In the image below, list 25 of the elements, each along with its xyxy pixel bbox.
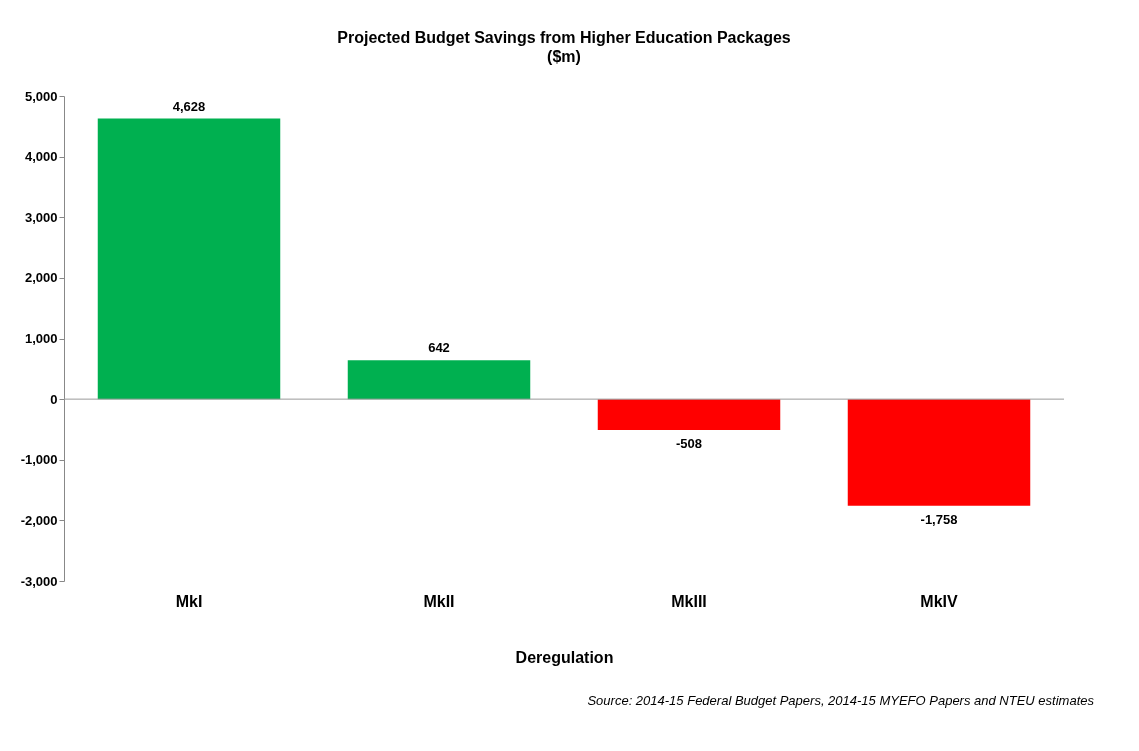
chart-subtitle: ($m) bbox=[547, 48, 581, 65]
bar bbox=[597, 399, 781, 430]
data-label: -1,758 bbox=[920, 511, 958, 527]
y-tick-label: 3,000 bbox=[24, 209, 58, 225]
y-tick-label: 1,000 bbox=[24, 331, 58, 346]
x-tick-label: MkIII bbox=[671, 592, 707, 610]
y-tick-label: -1,000 bbox=[20, 452, 58, 468]
x-tick-label: MkII bbox=[423, 592, 455, 610]
x-tick-label: MkIV bbox=[920, 592, 958, 610]
bar bbox=[847, 399, 1031, 506]
bar bbox=[97, 118, 281, 400]
source-note: Source: 2014-15 Federal Budget Papers, 2014-15 MYEFO Papers and NTEU estimates bbox=[587, 693, 1095, 708]
y-tick-label: 4,000 bbox=[24, 149, 58, 165]
chart-title: Projected Budget Savings from Higher Education Packages bbox=[337, 29, 791, 46]
y-tick-label: -2,000 bbox=[20, 512, 58, 528]
x-tick-label: MkI bbox=[175, 592, 203, 610]
data-label: -508 bbox=[675, 435, 703, 451]
data-label: 642 bbox=[428, 340, 450, 356]
bar bbox=[347, 360, 531, 400]
y-tick-label: 0 bbox=[50, 391, 58, 407]
y-tick-label: 5,000 bbox=[24, 88, 58, 104]
data-label: 4,628 bbox=[172, 98, 206, 114]
y-tick-label: 2,000 bbox=[24, 270, 58, 286]
y-tick-label: -3,000 bbox=[20, 573, 58, 589]
x-axis-title: Deregulation bbox=[515, 648, 614, 666]
